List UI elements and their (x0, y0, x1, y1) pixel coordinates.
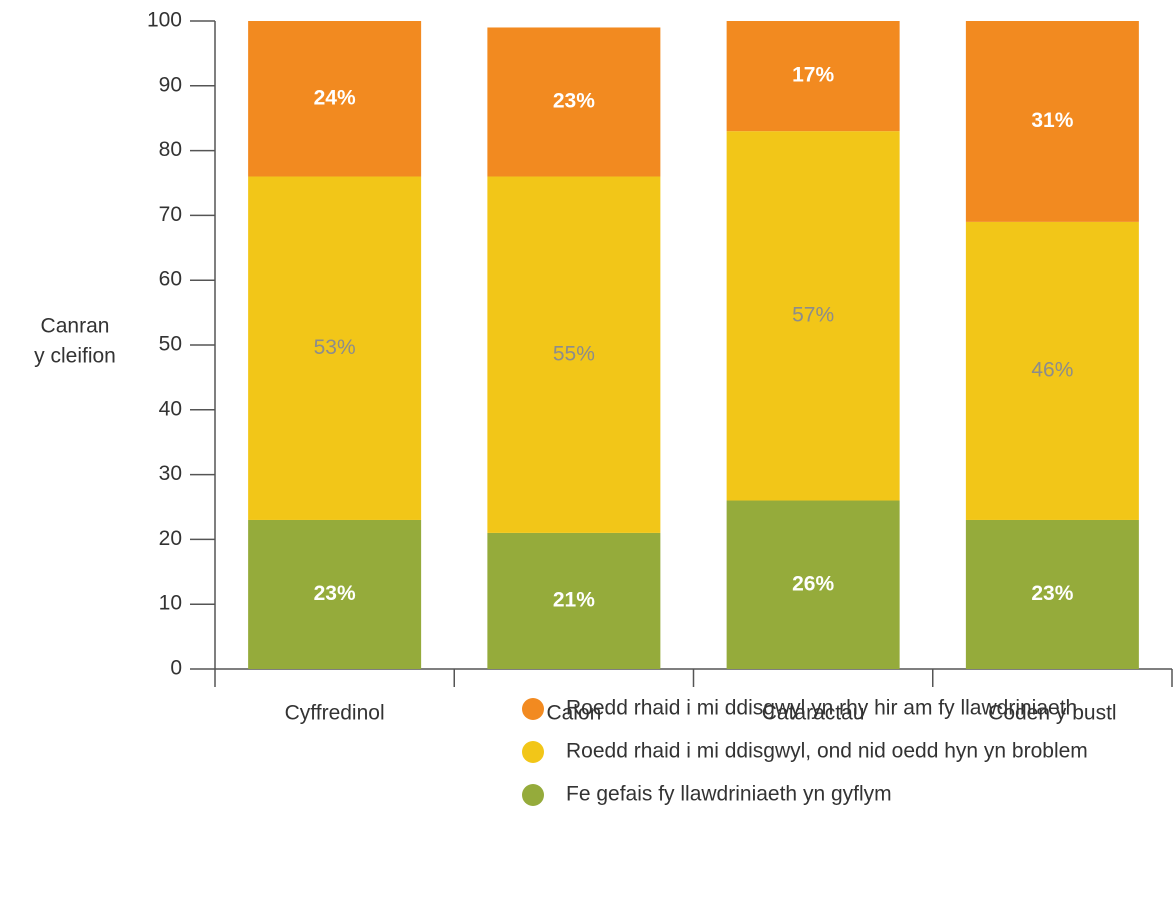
bar-segment (248, 519, 422, 669)
y-tick-label: 20 (159, 527, 182, 550)
bar-segment (248, 176, 422, 520)
value-label: 31% (1031, 109, 1073, 132)
legend-marker (522, 698, 544, 720)
y-tick-label: 10 (159, 592, 182, 615)
value-label: 17% (792, 64, 834, 87)
value-label: 26% (792, 572, 834, 595)
y-tick-label: 60 (159, 268, 182, 291)
y-axis-label: y cleifion (34, 345, 116, 368)
value-label: 53% (314, 336, 356, 359)
y-tick-label: 50 (159, 333, 182, 356)
x-tick-label: Coden y bustl (988, 702, 1116, 725)
value-label: 23% (1031, 582, 1073, 605)
x-tick-label: Calon (546, 702, 601, 725)
legend-label: Roedd rhaid i mi ddisgwyl yn rhy hir am … (566, 697, 1077, 720)
y-tick-label: 0 (170, 657, 182, 680)
value-label: 46% (1031, 358, 1073, 381)
legend-label: Fe gefais fy llawdriniaeth yn gyflym (566, 783, 892, 806)
legend-label: Roedd rhaid i mi ddisgwyl, ond nid oedd … (566, 740, 1088, 763)
y-tick-label: 40 (159, 397, 182, 420)
y-tick-label: 100 (147, 9, 182, 32)
bar-segment (726, 21, 900, 132)
bar-segment (726, 500, 900, 669)
bar-segment (487, 176, 661, 533)
bar-segment (726, 131, 900, 501)
x-tick-label: Cyffredinol (285, 702, 385, 725)
bar-segment (487, 532, 661, 669)
y-tick-label: 80 (159, 138, 182, 161)
y-tick-label: 30 (159, 462, 182, 485)
y-axis-label: Canran (41, 315, 110, 338)
x-tick-label: Cataractau (762, 702, 865, 725)
bar-segment (487, 27, 661, 177)
legend-marker (522, 784, 544, 806)
bar-segment (965, 21, 1139, 222)
value-label: 57% (792, 303, 834, 326)
value-label: 23% (553, 90, 595, 113)
value-label: 55% (553, 342, 595, 365)
bar-segment (965, 519, 1139, 669)
legend-marker (522, 741, 544, 763)
y-tick-label: 90 (159, 73, 182, 96)
bar-segment (965, 221, 1139, 520)
bar-segment (248, 21, 422, 177)
y-tick-label: 70 (159, 203, 182, 226)
value-label: 24% (314, 86, 356, 109)
value-label: 21% (553, 589, 595, 612)
value-label: 23% (314, 582, 356, 605)
